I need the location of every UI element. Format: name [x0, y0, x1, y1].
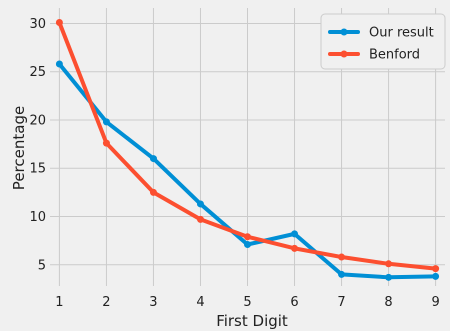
series-lines — [55, 18, 440, 281]
legend: Our result Benford — [320, 13, 446, 70]
benford-point — [432, 265, 440, 273]
x-tick-label: 4 — [196, 295, 204, 310]
our-result-point — [338, 270, 346, 278]
x-tick-label: 1 — [55, 295, 63, 310]
x-tick-label: 5 — [243, 295, 251, 310]
our-result-point — [385, 273, 393, 281]
x-axis-label: First Digit — [216, 312, 288, 330]
our-result-point — [432, 272, 440, 280]
benford-point — [385, 260, 393, 268]
benford-point — [196, 215, 204, 223]
legend-item-our-result: Our result — [328, 26, 434, 41]
legend-swatch-marker — [340, 28, 348, 36]
benford-point — [244, 233, 251, 241]
our-result-point — [291, 230, 299, 238]
y-tick-label: 10 — [29, 210, 46, 225]
our-result-point — [102, 118, 110, 126]
y-axis-label: Percentage — [10, 106, 28, 190]
y-tick-label: 5 — [38, 258, 46, 273]
x-tick-label: 6 — [290, 295, 298, 310]
series-benford — [55, 18, 440, 273]
our-result-point — [149, 155, 157, 163]
legend-item-benford: Benford — [328, 48, 420, 63]
tick-labels: 1 2 3 4 5 6 7 8 9 5 10 15 20 25 30 — [29, 17, 439, 310]
legend-items: Our result Benford — [328, 26, 434, 63]
benford-point — [55, 18, 63, 26]
x-tick-label: 2 — [102, 295, 110, 310]
y-tick-label: 20 — [29, 113, 46, 128]
y-tick-label: 30 — [29, 17, 46, 32]
legend-swatch-marker — [340, 50, 348, 58]
x-tick-label: 7 — [337, 295, 345, 310]
benford-point — [291, 244, 299, 252]
benford-point — [149, 188, 157, 196]
x-tick-label: 8 — [384, 295, 392, 310]
x-tick-label: 9 — [431, 295, 439, 310]
series-our-result — [55, 60, 440, 281]
benford-point — [338, 253, 346, 261]
our-result-point — [196, 200, 204, 208]
legend-label: Benford — [369, 48, 420, 63]
y-tick-label: 15 — [29, 162, 46, 177]
our-result-point — [244, 240, 251, 248]
benford-point — [102, 139, 110, 147]
y-tick-label: 25 — [29, 65, 46, 80]
our-result-point — [55, 60, 63, 68]
legend-label: Our result — [369, 26, 434, 41]
x-tick-label: 3 — [149, 295, 157, 310]
